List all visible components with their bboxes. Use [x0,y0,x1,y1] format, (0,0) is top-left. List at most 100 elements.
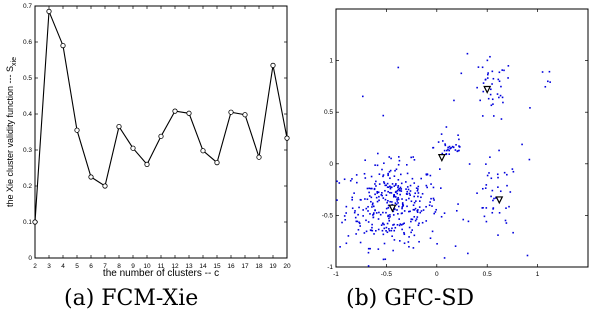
scatter-point [347,235,350,237]
scatter-point [455,144,457,146]
scatter-point [362,209,364,211]
scatter-point [497,186,499,188]
scatter-point [406,205,408,208]
scatter-point [383,162,385,165]
scatter-point [467,220,470,223]
scatter-point [428,204,431,207]
scatter-point [498,212,501,214]
scatter-point [411,177,414,180]
y-tick-label-a: 0.7 [23,3,32,10]
scatter-point [433,212,436,215]
data-point [46,8,52,14]
caption-gfc-sd: (b) GFC-SD [346,286,475,311]
scatter-point [501,69,504,71]
scatter-point [397,186,399,189]
scatter-point [486,77,489,79]
x-tick-label-a: 7 [103,263,107,270]
scatter-point [412,247,415,249]
scatter-point [492,77,495,80]
scatter-point [397,163,400,166]
scatter-point [371,229,374,232]
scatter-point [397,66,400,69]
scatter-point [440,215,443,218]
axis-ticks-b: -1 -0.5 0 0.5 1 -1 -0.5 0 0.5 1 [322,9,588,278]
scatter-point [358,221,360,224]
scatter-point [489,55,491,58]
scatter-point [485,163,487,165]
scatter-point [401,206,404,208]
scatter-point [549,81,551,83]
scatter-point [372,216,375,219]
x-tick-label-a: 18 [255,263,263,270]
scatter-point [396,198,398,201]
scatter-point [402,204,405,206]
scatter-point [509,191,512,193]
scatter-point [370,200,372,203]
x-tick-label-a: 8 [117,263,121,270]
scatter-point [395,203,398,206]
scatter-point [343,178,346,181]
scatter-point [403,222,405,225]
scatter-point [425,205,427,208]
scatter-point [448,149,450,152]
scatter-point [417,195,419,198]
scatter-point [351,207,354,210]
scatter-point [393,208,396,210]
scatter-point [493,197,495,200]
x-tick-label-b: 1 [536,271,540,278]
scatter-point [393,195,396,198]
data-point [214,160,220,166]
scatter-point [403,233,406,236]
scatter-point [547,80,549,83]
scatter-point [366,187,369,190]
scatter-point [403,242,406,245]
scatter-point [374,164,376,166]
scatter-point [412,208,415,211]
scatter-point [416,210,419,212]
scatter-point [401,198,403,200]
scatter-point [395,196,397,198]
scatter-point [410,231,412,234]
scatter-point [481,66,484,69]
scatter-point [397,179,400,181]
y-axis-label-a: the Xie cluster validity function --- Sx… [5,57,18,207]
scatter-point [403,210,406,212]
scatter-point [370,196,373,199]
scatter-point [496,93,499,95]
scatter-point [422,209,425,211]
scatter-point [385,226,388,229]
data-point [172,108,178,114]
scatter-point [443,257,446,259]
scatter-point [397,213,399,215]
scatter-point [396,209,398,211]
scatter-point [365,230,368,233]
x-tick-label-a: 17 [241,263,249,270]
scatter-point [400,190,403,192]
scatter-point [416,211,419,213]
scatter-point [398,159,401,162]
x-axis-label-a: the number of clusters -- c [103,268,219,279]
scatter-point [401,207,403,210]
scatter-point [425,184,428,187]
scatter-point [410,200,413,203]
scatter-point [368,187,370,190]
scatter-point [505,207,507,209]
scatter-point [370,175,373,178]
scatter-point [382,233,385,236]
scatter-point [491,211,494,214]
scatter-point [492,115,495,117]
scatter-point [336,180,338,183]
scatter-point [418,200,421,202]
scatter-point [405,188,407,190]
scatter-point [407,188,410,191]
scatter-point [526,254,529,257]
scatter-point [351,178,353,180]
scatter-point [376,200,379,203]
scatter-point [402,205,404,208]
scatter-point [392,214,395,216]
scatter-point [541,71,544,73]
scatter-point [357,228,360,231]
scatter-point [383,242,386,245]
scatter-point [377,218,380,220]
scatter-point [449,147,452,150]
